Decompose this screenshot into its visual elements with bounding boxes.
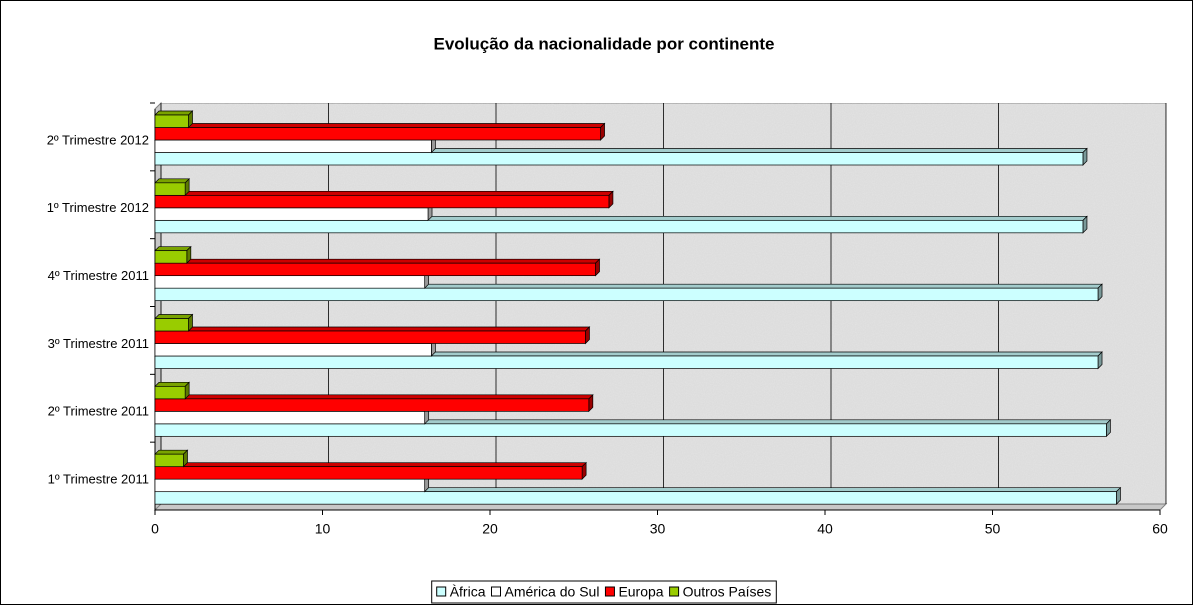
x-tick-label: 60 bbox=[1152, 521, 1168, 537]
x-tick-label: 40 bbox=[817, 521, 833, 537]
bar bbox=[154, 127, 601, 141]
bar bbox=[154, 491, 1117, 505]
bar bbox=[154, 330, 586, 344]
bar bbox=[154, 453, 184, 468]
legend-swatch bbox=[436, 586, 447, 597]
x-tick-label: 0 bbox=[151, 521, 159, 537]
bar bbox=[154, 287, 1099, 302]
legend-swatch bbox=[669, 586, 680, 597]
bar bbox=[154, 262, 596, 277]
bar bbox=[154, 207, 429, 221]
bar bbox=[154, 182, 186, 196]
bar-top bbox=[154, 462, 587, 468]
y-tick-label: 4º Trimestre 2011 bbox=[48, 268, 149, 283]
bar bbox=[154, 423, 1107, 437]
bar bbox=[154, 114, 189, 128]
bar bbox=[154, 398, 590, 412]
bar bbox=[154, 343, 432, 357]
bar-top bbox=[154, 110, 194, 116]
x-tick-label: 50 bbox=[985, 521, 1001, 537]
y-tick-label: 1º Trimestre 2012 bbox=[47, 200, 149, 215]
bar bbox=[154, 318, 189, 332]
bar-top bbox=[154, 123, 606, 128]
bar-top bbox=[154, 449, 189, 455]
legend-label: Europa bbox=[618, 584, 663, 600]
legend-label: Outros Países bbox=[683, 584, 772, 600]
legend-label: América do Sul bbox=[505, 584, 600, 600]
legend-swatch bbox=[604, 586, 615, 597]
bar bbox=[154, 152, 1084, 166]
y-tick-label: 2º Trimestre 2012 bbox=[47, 132, 149, 147]
bar bbox=[154, 410, 426, 425]
bar bbox=[154, 194, 610, 209]
legend-swatch bbox=[491, 586, 501, 597]
bar bbox=[154, 250, 188, 264]
bar bbox=[154, 478, 426, 493]
bar-top bbox=[154, 314, 194, 319]
x-tick-label: 20 bbox=[482, 521, 498, 537]
bar-top bbox=[154, 381, 190, 387]
bar-top bbox=[154, 394, 594, 400]
legend-box bbox=[431, 580, 777, 604]
x-tick-label: 30 bbox=[650, 521, 666, 537]
bar-top bbox=[154, 190, 614, 196]
x-tick-label: 10 bbox=[315, 521, 331, 537]
bar bbox=[154, 466, 583, 480]
bar bbox=[154, 139, 432, 153]
legend-label: Àfrica bbox=[450, 584, 486, 600]
bar bbox=[154, 385, 186, 400]
bar bbox=[154, 219, 1084, 234]
bar bbox=[154, 275, 426, 289]
bar bbox=[154, 355, 1099, 369]
plot-floor bbox=[153, 503, 1168, 511]
bar-top bbox=[154, 178, 190, 184]
bar-top bbox=[154, 246, 192, 252]
bar-top bbox=[154, 326, 591, 332]
y-tick-label: 2º Trimestre 2011 bbox=[48, 404, 149, 419]
chart-title: Evolução da nacionalidade por continente bbox=[433, 34, 774, 53]
y-tick-label: 3º Trimestre 2011 bbox=[48, 336, 149, 351]
y-tick-label: 1º Trimestre 2011 bbox=[48, 472, 149, 487]
bar-top bbox=[154, 258, 601, 264]
